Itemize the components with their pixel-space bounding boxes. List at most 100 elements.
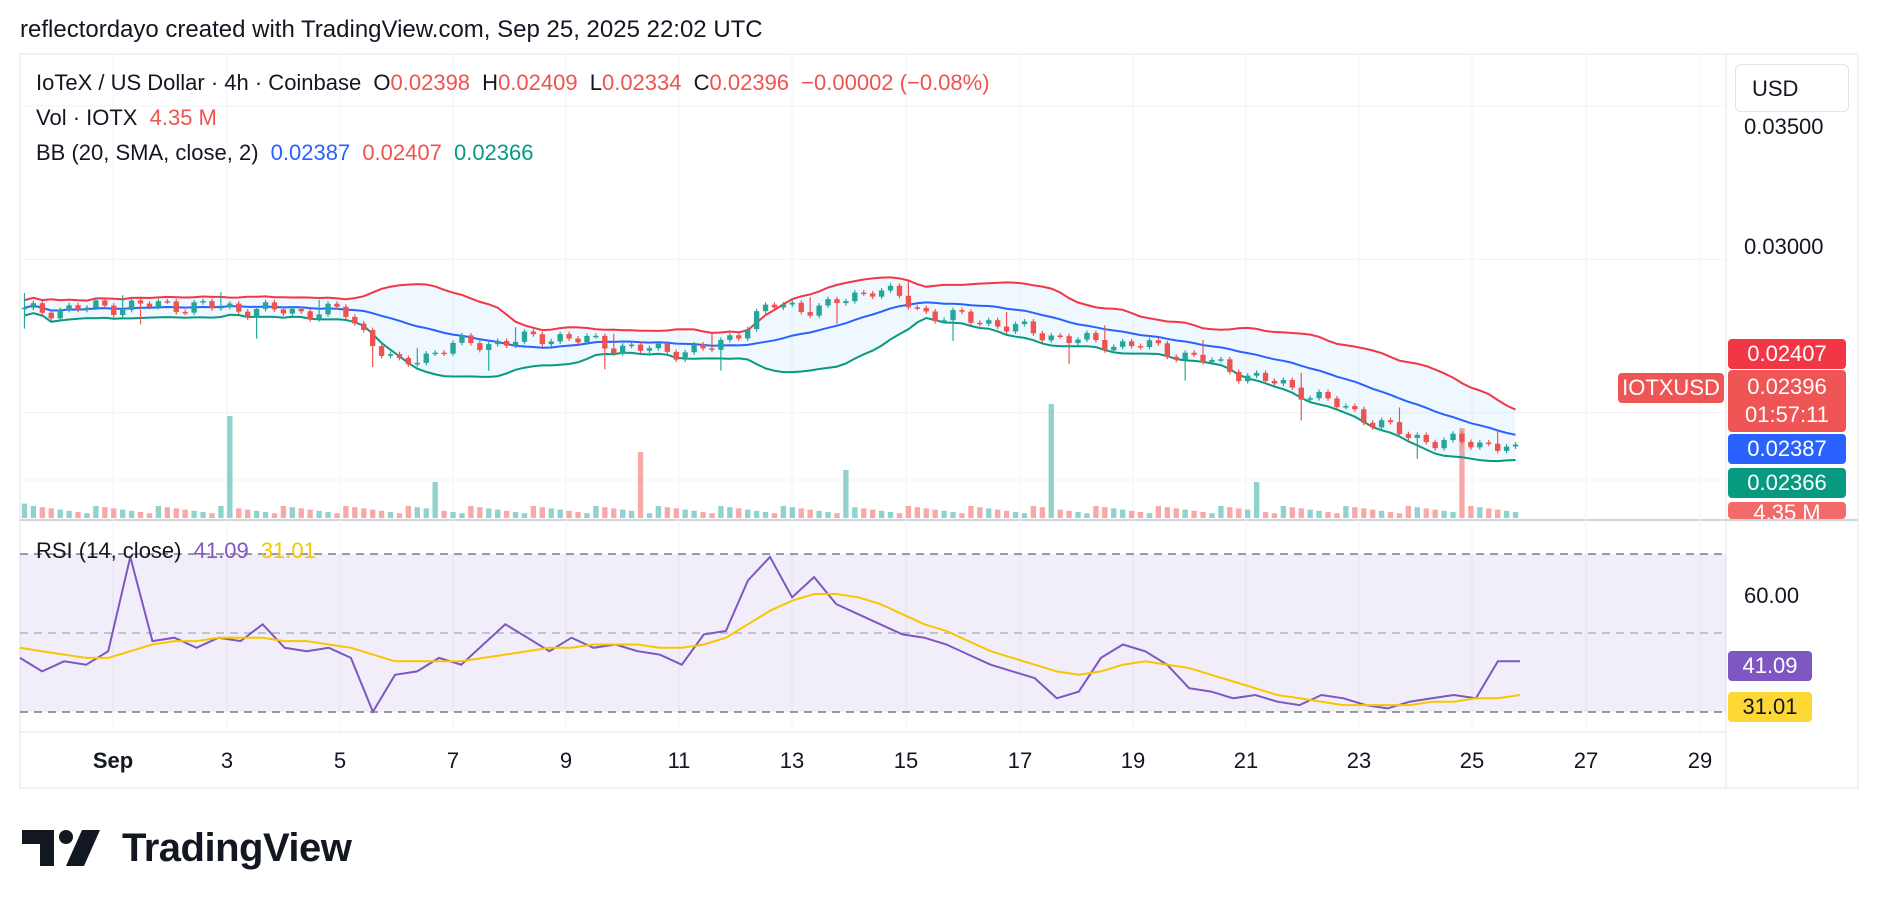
volume-bar bbox=[245, 509, 251, 518]
volume-bar bbox=[1280, 506, 1287, 518]
candle-body bbox=[745, 329, 751, 339]
candle bbox=[334, 301, 340, 310]
candle bbox=[325, 301, 331, 317]
candle bbox=[1200, 340, 1206, 365]
candle bbox=[1030, 318, 1037, 336]
candle-body bbox=[1227, 359, 1233, 372]
candle-body bbox=[575, 338, 581, 343]
volume-bar bbox=[709, 513, 715, 518]
volume-bar bbox=[1227, 507, 1233, 518]
candle-body bbox=[628, 344, 635, 347]
candle bbox=[432, 350, 438, 356]
date-tick: 19 bbox=[1120, 748, 1146, 773]
currency-button[interactable]: USD bbox=[1735, 64, 1849, 112]
volume-bar bbox=[1111, 508, 1117, 518]
candle-body bbox=[262, 302, 269, 309]
volume-bar bbox=[48, 508, 54, 518]
candle bbox=[1512, 442, 1519, 450]
date-tick: 15 bbox=[893, 748, 919, 773]
candle-body bbox=[334, 303, 340, 307]
high-key: H bbox=[482, 70, 499, 95]
last-price: 0.02396 bbox=[1747, 374, 1827, 399]
candle bbox=[1343, 403, 1349, 410]
volume-bar bbox=[361, 508, 367, 518]
candle-body bbox=[1370, 422, 1376, 428]
volume-bar bbox=[986, 508, 992, 518]
candle bbox=[905, 281, 912, 310]
candle-body bbox=[1093, 332, 1099, 341]
volume-bar bbox=[450, 512, 456, 518]
volume-bar bbox=[414, 507, 420, 518]
bb-legend[interactable]: BB (20, SMA, close, 2) 0.02387 0.02407 0… bbox=[36, 140, 540, 166]
candle-body bbox=[1137, 345, 1144, 348]
candle bbox=[146, 301, 153, 310]
candle-body bbox=[111, 305, 117, 315]
candle bbox=[1370, 420, 1376, 430]
candle-body bbox=[370, 329, 376, 347]
volume-bar bbox=[753, 510, 760, 518]
volume-bar bbox=[405, 506, 412, 518]
volume-bar bbox=[1441, 510, 1447, 518]
candle bbox=[1316, 389, 1322, 401]
candle-body bbox=[1066, 336, 1072, 343]
volume-bar bbox=[93, 506, 99, 518]
candle-body bbox=[280, 309, 287, 314]
candle bbox=[932, 308, 938, 324]
candle bbox=[1378, 417, 1385, 430]
candle-body bbox=[539, 334, 545, 345]
candle-body bbox=[664, 343, 670, 352]
candle-body bbox=[191, 302, 197, 313]
volume-bar bbox=[1102, 507, 1108, 518]
candle bbox=[21, 293, 28, 329]
volume-bar bbox=[218, 506, 224, 518]
candle-body bbox=[361, 323, 367, 330]
candle-body bbox=[164, 301, 170, 303]
candle bbox=[1271, 378, 1278, 386]
volume-bar bbox=[1039, 507, 1045, 518]
candle bbox=[1253, 370, 1260, 379]
candle-body bbox=[423, 353, 429, 363]
candle-body bbox=[1048, 335, 1054, 341]
volume-bar bbox=[477, 507, 483, 518]
volume-bar bbox=[1387, 512, 1394, 518]
rsi-legend[interactable]: RSI (14, close) 41.09 31.01 bbox=[36, 538, 322, 564]
candle bbox=[1155, 337, 1162, 346]
rsi-ma-line bbox=[19, 593, 1521, 707]
volume-bar bbox=[1021, 513, 1028, 518]
bollinger-bands bbox=[24, 276, 1516, 463]
candle bbox=[1146, 337, 1153, 350]
volume-bar bbox=[959, 513, 965, 518]
candle-body bbox=[66, 305, 72, 310]
candle-body bbox=[1021, 321, 1028, 325]
volume-bar bbox=[771, 513, 778, 518]
candle bbox=[173, 298, 179, 315]
volume-bar bbox=[1182, 509, 1188, 518]
volume-bar bbox=[557, 509, 563, 518]
volume-bar bbox=[736, 508, 742, 518]
candle bbox=[1021, 318, 1028, 327]
candle bbox=[191, 299, 197, 316]
candle bbox=[1289, 377, 1295, 391]
candle bbox=[1137, 343, 1144, 350]
volume-bar bbox=[1370, 509, 1376, 518]
candle-body bbox=[673, 351, 679, 360]
candle bbox=[111, 303, 117, 318]
volume-bar bbox=[289, 507, 295, 518]
volume-bar bbox=[1334, 513, 1340, 518]
candle-body bbox=[1146, 340, 1153, 348]
symbol-legend[interactable]: IoTeX / US Dollar · 4h · Coinbase O0.023… bbox=[36, 70, 996, 96]
candle bbox=[780, 302, 787, 310]
candle bbox=[709, 333, 715, 353]
volume-bar bbox=[1405, 506, 1412, 518]
candle-body bbox=[1503, 446, 1510, 451]
candle-body bbox=[1236, 371, 1242, 382]
candle bbox=[986, 317, 992, 327]
candle-body bbox=[1405, 434, 1412, 438]
volume-legend[interactable]: Vol · IOTX 4.35 M bbox=[36, 105, 223, 131]
candle bbox=[30, 300, 37, 311]
candle-body bbox=[93, 300, 99, 308]
candle bbox=[298, 306, 304, 314]
candle bbox=[66, 302, 72, 313]
tradingview-logo[interactable]: TradingView bbox=[22, 825, 352, 871]
